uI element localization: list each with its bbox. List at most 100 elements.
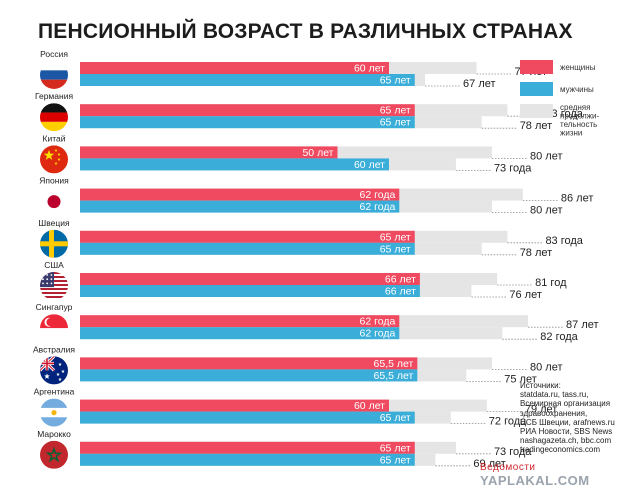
watermark-brand: Ведомости bbox=[480, 462, 536, 473]
retirement-label-men: 65 лет bbox=[380, 412, 411, 424]
flag-star bbox=[50, 274, 53, 276]
retirement-label-men: 65 лет bbox=[380, 75, 411, 87]
chart-title: ПЕНСИОННЫЙ ВОЗРАСТ В РАЗЛИЧНЫХ СТРАНАХ bbox=[38, 20, 573, 43]
legend-label-life: средняя bbox=[560, 103, 590, 112]
country-name: Австралия bbox=[33, 344, 75, 354]
flag-stripe bbox=[40, 292, 68, 294]
retirement-bar-women bbox=[80, 62, 389, 74]
life-label-men: 78 лет bbox=[520, 247, 553, 259]
legend-swatch-men bbox=[520, 82, 553, 96]
life-label-men: 73 года bbox=[494, 162, 532, 174]
legend-label-men: мужчины bbox=[560, 85, 594, 94]
retirement-bar-men bbox=[80, 411, 415, 424]
legend-label-women: женщины bbox=[560, 63, 596, 72]
flag-star bbox=[56, 372, 60, 376]
source-line: Всемирная организация bbox=[520, 399, 611, 409]
flag-star bbox=[43, 149, 55, 160]
retirement-bar-men bbox=[80, 327, 400, 340]
germany-flag-icon bbox=[40, 103, 68, 132]
flag-field bbox=[40, 145, 68, 174]
flag-star bbox=[42, 274, 44, 276]
country-name: Сингапур bbox=[36, 302, 73, 312]
retirement-label-men: 65 лет bbox=[380, 454, 411, 466]
china-flag-icon bbox=[40, 145, 68, 174]
country-name: Россия bbox=[40, 49, 68, 59]
life-label-men: 67 лет bbox=[463, 78, 496, 90]
australia-flag-icon bbox=[40, 356, 68, 385]
retirement-label-men: 60 лет bbox=[354, 159, 385, 171]
flag-cross bbox=[46, 356, 48, 371]
flag-band bbox=[40, 70, 68, 80]
sources-block: Источники: statdata.ru, tass.ru, Всемирная… bbox=[520, 381, 632, 455]
flag-star bbox=[54, 148, 58, 152]
flag-group bbox=[40, 440, 68, 469]
source-line: ЦСБ Швеции, arafnews.ru bbox=[520, 417, 615, 427]
retirement-bar-men bbox=[80, 74, 415, 86]
sweden-flag-icon bbox=[40, 229, 68, 258]
flag-stripe bbox=[40, 296, 68, 298]
flag-band bbox=[40, 417, 68, 427]
legend-swatch-life bbox=[520, 104, 553, 118]
life-label-women: 81 год bbox=[535, 277, 567, 289]
life-label-women: 80 лет bbox=[530, 361, 563, 373]
flag-group bbox=[40, 145, 68, 174]
flag-group bbox=[40, 398, 68, 427]
morocco-flag-icon bbox=[40, 440, 68, 469]
retirement-label-men: 62 года bbox=[360, 328, 396, 340]
flag-star bbox=[44, 373, 50, 379]
retirement-label-women: 65 лет bbox=[380, 442, 411, 454]
retirement-label-men: 65,5 лет bbox=[374, 370, 414, 382]
retirement-label-men: 62 года bbox=[360, 201, 396, 213]
retirement-label-men: 66 лет bbox=[385, 286, 416, 298]
flag-cross bbox=[49, 229, 54, 258]
retirement-label-women: 62 года bbox=[360, 189, 396, 201]
flag-group bbox=[40, 103, 68, 132]
russia-flag-icon bbox=[40, 61, 68, 89]
flag-band bbox=[40, 61, 68, 71]
argentina-flag-icon bbox=[40, 398, 68, 427]
source-line: statdata.ru, tass.ru, bbox=[520, 390, 589, 400]
life-label-men: 82 года bbox=[540, 331, 578, 343]
flag-star bbox=[61, 369, 65, 373]
flag-star bbox=[46, 274, 49, 276]
flag-band bbox=[40, 121, 68, 132]
retirement-bar-men bbox=[80, 158, 389, 171]
flag-disc bbox=[47, 195, 61, 209]
flag-band bbox=[40, 112, 68, 122]
flag-star bbox=[58, 377, 62, 381]
flag-band bbox=[40, 398, 68, 408]
flag-field bbox=[40, 440, 68, 469]
retirement-label-women: 65 лет bbox=[380, 105, 411, 117]
life-label-men: 76 лет bbox=[509, 289, 542, 301]
retirement-bar-men bbox=[80, 453, 415, 466]
life-label-men: 80 лет bbox=[530, 205, 563, 217]
flag-star bbox=[57, 157, 61, 161]
flag-group bbox=[40, 272, 68, 298]
flag-star bbox=[42, 282, 44, 285]
life-label-women: 86 лет bbox=[561, 193, 594, 205]
source-line: nashagazeta.ch, bbc.com bbox=[520, 436, 612, 446]
life-label-women: 83 года bbox=[545, 235, 583, 247]
source-line: здравоохранения, bbox=[520, 408, 588, 418]
flag-star bbox=[46, 278, 49, 281]
flag-star bbox=[46, 282, 49, 285]
source-line: tradingeconomics.com bbox=[520, 445, 601, 455]
legend: женщины мужчины средняяпродолжи-тельностьж… bbox=[520, 60, 599, 138]
retirement-label-women: 50 лет bbox=[302, 147, 333, 159]
life-label-women: 87 лет bbox=[566, 319, 599, 331]
retirement-bar-men bbox=[80, 285, 420, 297]
japan-flag-icon bbox=[40, 187, 68, 216]
flag-star bbox=[54, 161, 58, 165]
source-line: Источники: bbox=[520, 381, 561, 390]
life-label-men: 75 лет bbox=[504, 373, 537, 385]
flag-band bbox=[40, 79, 68, 89]
life-label-women: 73 года bbox=[494, 446, 532, 458]
